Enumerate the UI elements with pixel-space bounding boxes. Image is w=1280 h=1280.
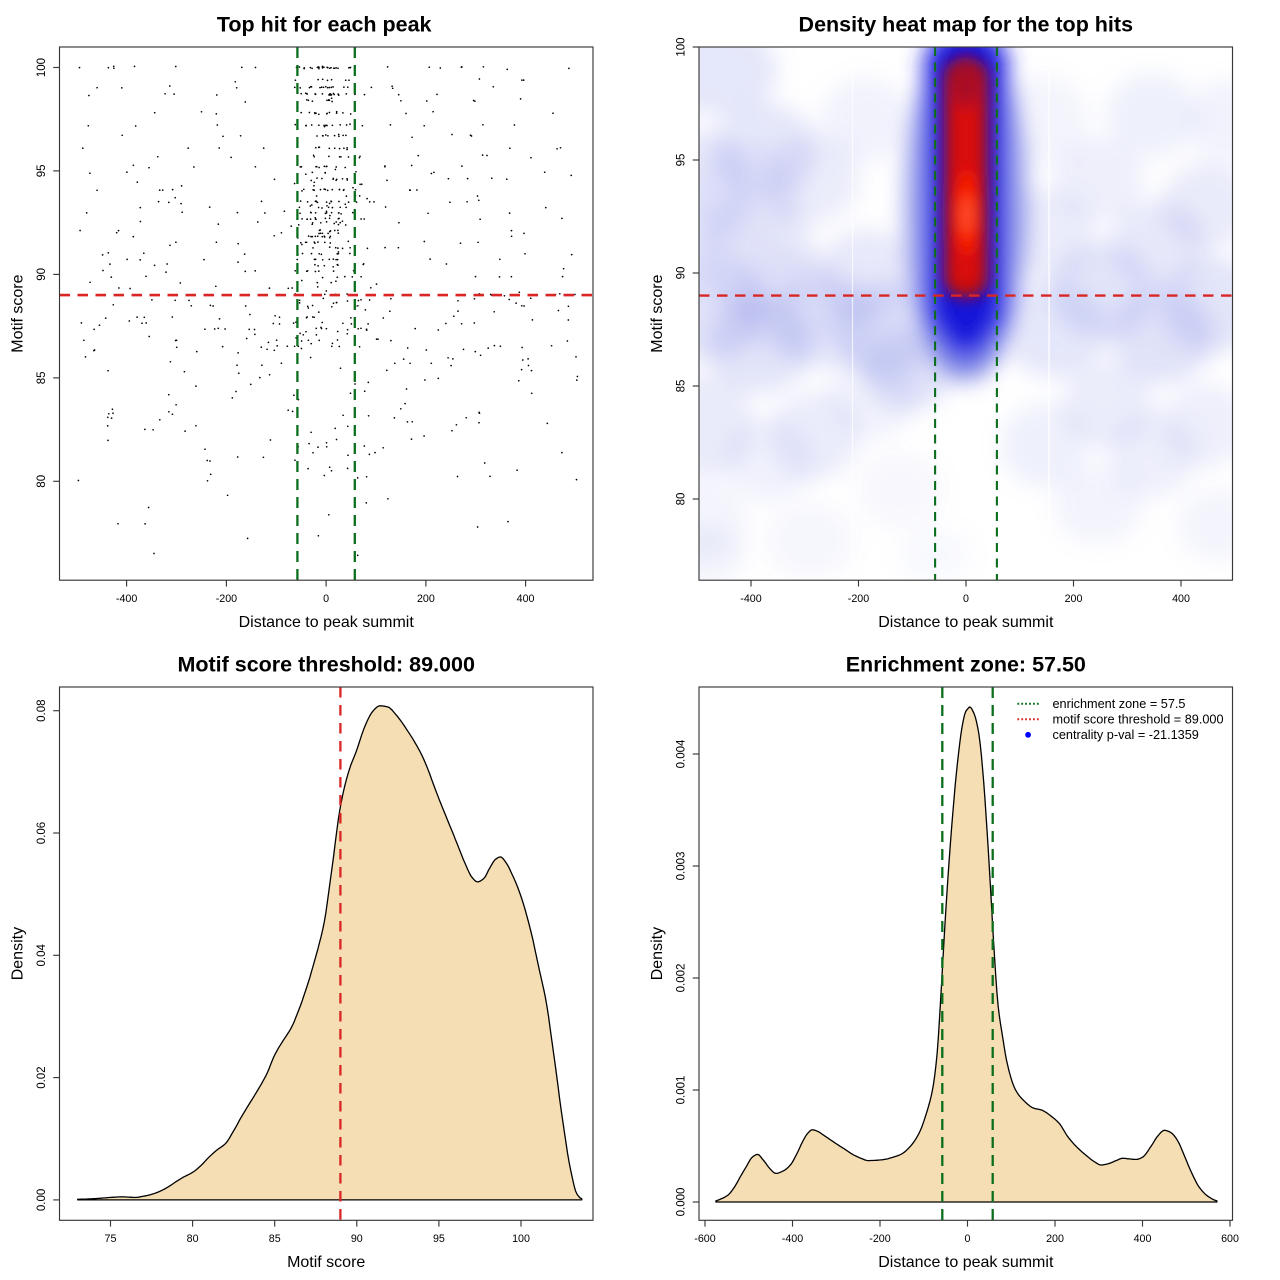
svg-text:Enrichment zone: 57.50: Enrichment zone: 57.50: [846, 653, 1086, 677]
svg-text:Top hit for each peak: Top hit for each peak: [217, 13, 432, 37]
svg-text:100: 100: [36, 58, 48, 77]
svg-text:90: 90: [36, 268, 48, 281]
svg-text:75: 75: [105, 1233, 117, 1245]
svg-text:Distance to peak summit: Distance to peak summit: [878, 614, 1054, 631]
svg-text:85: 85: [36, 372, 48, 385]
svg-text:400: 400: [1134, 1233, 1152, 1245]
svg-text:0.06: 0.06: [36, 822, 48, 844]
svg-text:200: 200: [1065, 593, 1083, 605]
svg-text:0: 0: [965, 1233, 971, 1245]
svg-text:Distance to peak summit: Distance to peak summit: [878, 1254, 1054, 1271]
svg-text:400: 400: [1172, 593, 1190, 605]
svg-text:-600: -600: [694, 1233, 715, 1245]
svg-text:enrichment zone = 57.5: enrichment zone = 57.5: [1053, 697, 1186, 711]
svg-text:95: 95: [433, 1233, 445, 1245]
svg-text:Density: Density: [649, 927, 666, 980]
svg-text:95: 95: [676, 154, 688, 167]
svg-text:600: 600: [1221, 1233, 1239, 1245]
svg-text:0.004: 0.004: [676, 739, 688, 768]
svg-text:Motif score: Motif score: [649, 274, 666, 352]
svg-text:0.02: 0.02: [36, 1066, 48, 1088]
svg-text:motif score threshold = 89.000: motif score threshold = 89.000: [1053, 713, 1224, 727]
svg-text:80: 80: [187, 1233, 199, 1245]
svg-text:Motif score: Motif score: [287, 1254, 365, 1271]
svg-text:0.00: 0.00: [36, 1189, 48, 1211]
svg-text:85: 85: [269, 1233, 281, 1245]
svg-text:90: 90: [676, 267, 688, 280]
svg-text:-400: -400: [740, 593, 761, 605]
svg-text:400: 400: [517, 593, 535, 605]
svg-text:95: 95: [36, 165, 48, 178]
svg-text:-400: -400: [782, 1233, 803, 1245]
svg-text:0.002: 0.002: [676, 964, 688, 993]
svg-text:centrality p-val = -21.1359: centrality p-val = -21.1359: [1053, 728, 1199, 742]
svg-text:Motif score threshold: 89.000: Motif score threshold: 89.000: [177, 653, 475, 677]
svg-text:90: 90: [351, 1233, 363, 1245]
svg-text:200: 200: [1046, 1233, 1064, 1245]
svg-text:0: 0: [323, 593, 329, 605]
svg-text:0.001: 0.001: [676, 1076, 688, 1105]
svg-text:0.003: 0.003: [676, 852, 688, 881]
svg-text:Density: Density: [10, 927, 27, 980]
svg-text:100: 100: [512, 1233, 530, 1245]
svg-text:80: 80: [36, 475, 48, 488]
svg-text:Density heat map for the top h: Density heat map for the top hits: [799, 13, 1134, 37]
svg-text:-200: -200: [216, 593, 237, 605]
svg-text:-200: -200: [869, 1233, 890, 1245]
svg-text:80: 80: [676, 493, 688, 506]
svg-text:0.000: 0.000: [676, 1188, 688, 1217]
svg-text:200: 200: [417, 593, 435, 605]
svg-text:Motif score: Motif score: [10, 274, 27, 352]
svg-text:-400: -400: [116, 593, 137, 605]
svg-text:0.04: 0.04: [36, 944, 48, 967]
svg-text:0: 0: [963, 593, 969, 605]
svg-text:-200: -200: [848, 593, 869, 605]
svg-text:100: 100: [676, 37, 688, 56]
svg-text:85: 85: [676, 380, 688, 393]
svg-text:Distance to peak summit: Distance to peak summit: [239, 614, 415, 631]
svg-text:0.08: 0.08: [36, 700, 48, 722]
